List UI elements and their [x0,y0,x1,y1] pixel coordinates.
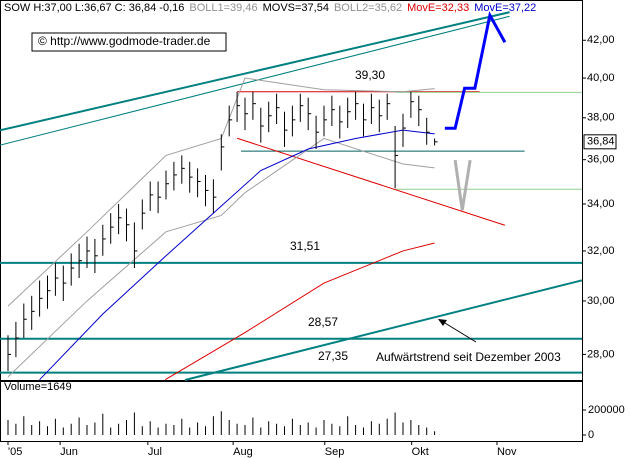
x-tick-label: Sep [325,446,345,458]
volume-tick-label: 0 [588,429,594,441]
trend-line [453,159,472,211]
volume-label: Volume=1649 [4,381,72,393]
y-tick-label: 32,00 [587,245,615,257]
trend-line [7,137,435,378]
volume-panel [0,381,583,442]
y-tick-label: 28,00 [587,348,615,360]
header-item: BOLL1=39,46 [189,2,257,14]
annotation: Aufwärtstrend seit Dezember 2003 [376,350,561,364]
y-tick-label: 38,00 [587,112,615,124]
y-tick-label: 30,00 [587,295,615,307]
header-item: SOW H:37,00 L:36,67 C: 36,84 -0,16 [4,2,184,14]
annotation-arrow [439,319,477,343]
trend-line [0,11,510,132]
x-tick-label: Nov [497,446,517,458]
level-label: 39,30 [355,68,385,82]
level-label: 27,35 [318,349,348,363]
x-tick-label: '05 [8,446,22,458]
level-label: 31,51 [290,239,320,253]
watermark: © http://www.godmode-trader.de [38,34,211,48]
trend-line [444,10,507,130]
x-tick-label: Aug [233,446,253,458]
last-price-box [583,134,617,150]
y-tick-label: 34,00 [587,198,615,210]
annotation-arrowhead [438,319,447,326]
x-tick-label: Okt [412,446,429,458]
header-item: MovE=37,22 [474,2,536,14]
trend-line [164,242,435,381]
volume-tick-label: 200000 [588,404,625,416]
y-tick-label: 42,00 [587,34,615,46]
x-tick-label: Jun [60,446,78,458]
header-item: MovE=32,33 [407,2,469,14]
level-label: 28,57 [308,315,338,329]
trend-line [0,15,510,146]
trend-line [39,129,435,381]
header: SOW H:37,00 L:36,67 C: 36,84 -0,16 BOLL1=… [4,2,536,14]
y-tick-label: 36,00 [587,154,615,166]
trend-line [236,137,506,226]
watermark-box [31,32,227,52]
x-tick-label: Jul [148,446,162,458]
trend-line [7,77,435,307]
last-price-label: 36,84 [587,136,615,148]
header-item: MOVS=37,54 [263,2,329,14]
trend-line [184,279,583,381]
header-item: BOLL2=35,62 [334,2,402,14]
y-tick-label: 40,00 [587,72,615,84]
price-panel [0,0,583,381]
